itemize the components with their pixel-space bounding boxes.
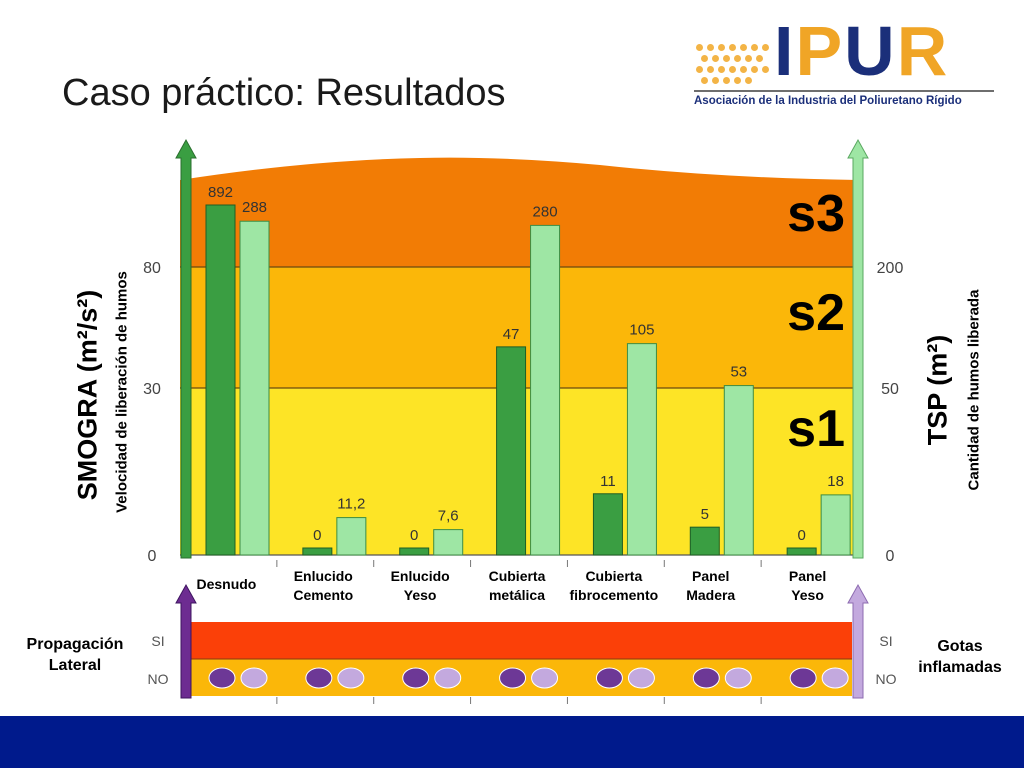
slide-title: Caso práctico: Resultados <box>62 72 506 114</box>
gotas-inflamadas-marker <box>531 667 559 689</box>
tsp-value-label: 280 <box>533 203 558 220</box>
footer-bar <box>0 716 1024 768</box>
tsp-bar <box>723 385 754 556</box>
logo-tagline: Asociación de la Industria del Poliureta… <box>694 95 962 107</box>
smogra-value-label: 892 <box>208 184 233 201</box>
propagacion-lateral-marker <box>692 667 720 689</box>
lateral-axis-arrow <box>175 583 197 699</box>
right-axis-arrow <box>847 138 869 559</box>
propagacion-lateral-marker <box>789 667 817 689</box>
gotas-inflamadas-label: Gotas inflamadas <box>918 638 1002 676</box>
band-label-s1: s1 <box>787 400 845 458</box>
left-axis-subtitle: Velocidad de liberación de humos <box>113 271 131 513</box>
right-axis-subtitle: Cantidad de humos liberada <box>965 289 983 491</box>
propagacion-lateral-marker <box>499 667 527 689</box>
tsp-value-label: 11,2 <box>337 496 365 513</box>
category-label: Enlucido Cemento <box>293 568 354 603</box>
category-label: Panel Madera <box>686 568 736 603</box>
gotas-inflamadas-marker <box>724 667 752 689</box>
right-row-label-si: SI <box>879 633 892 649</box>
logo-rule <box>694 90 994 92</box>
left-tick-0: 0 <box>148 548 157 565</box>
band-s3 <box>180 157 858 267</box>
smogra-bar <box>205 204 236 556</box>
ipur-logo: IPUR Asociación de la Industria del Poli… <box>690 16 1000 114</box>
propagacion-lateral-marker <box>595 667 623 689</box>
right-tick-0: 0 <box>886 548 895 565</box>
left-tick-30: 30 <box>143 381 161 398</box>
category-label: Enlucido Yeso <box>390 568 450 603</box>
smogra-value-label: 0 <box>410 527 418 544</box>
tsp-bar <box>336 517 367 556</box>
gotas-inflamadas-marker <box>434 667 462 689</box>
gotas-inflamadas-marker <box>240 667 268 689</box>
gotas-inflamadas-marker <box>821 667 849 689</box>
gotas-inflamadas-marker <box>627 667 655 689</box>
tsp-value-label: 105 <box>629 322 654 339</box>
category-label: Desnudo <box>196 576 257 592</box>
propagacion-lateral-label: Propagación Lateral <box>26 636 124 674</box>
left-axis-title: SMOGRA (m²/s²) <box>72 289 103 501</box>
row-si-band <box>190 622 852 659</box>
smogra-bar <box>399 547 430 556</box>
tsp-bar <box>820 494 851 556</box>
smogra-bar <box>496 346 527 556</box>
left-tick-80: 80 <box>143 260 161 277</box>
tsp-bar <box>433 529 464 556</box>
gotas-inflamadas-marker <box>337 667 365 689</box>
tsp-value-label: 288 <box>242 199 267 216</box>
right-row-label-no: NO <box>876 671 897 687</box>
right-axis-title: TSP (m²) <box>922 334 953 446</box>
logo-wordmark: IPUR <box>774 12 950 90</box>
tsp-value-label: 18 <box>827 473 844 490</box>
band-label-s3: s3 <box>787 185 845 243</box>
tsp-bar <box>626 343 657 556</box>
left-row-label-si: SI <box>151 633 164 649</box>
category-label: Panel Yeso <box>788 568 827 603</box>
smogra-value-label: 0 <box>797 527 805 544</box>
smogra-value-label: 47 <box>503 326 520 343</box>
gotas-axis-arrow <box>847 583 869 699</box>
category-label: Cubierta metálica <box>488 568 546 603</box>
smogra-bar <box>786 547 817 556</box>
tsp-bar <box>530 224 561 556</box>
left-row-label-no: NO <box>148 671 169 687</box>
category-label: Cubierta fibrocemento <box>569 568 659 603</box>
left-axis-arrow <box>175 138 197 559</box>
tsp-value-label: 53 <box>730 364 747 381</box>
propagacion-lateral-marker <box>402 667 430 689</box>
smogra-bar <box>592 493 623 556</box>
smogra-value-label: 5 <box>701 506 709 523</box>
chart-canvas: 0 30 80 0 50 200 892 288 0 11,2 0 7,6 47 280 11 105 5 53 0… <box>143 138 904 704</box>
right-tick-200: 200 <box>877 260 904 277</box>
tsp-value-label: 7,6 <box>438 508 459 525</box>
propagacion-lateral-marker <box>208 667 236 689</box>
smogra-value-label: 11 <box>600 473 616 490</box>
tsp-bar <box>239 220 270 556</box>
right-tick-50: 50 <box>881 381 899 398</box>
smogra-value-label: 0 <box>313 527 321 544</box>
smogra-bar <box>689 526 720 556</box>
band-label-s2: s2 <box>787 284 845 342</box>
smogra-bar <box>302 547 333 556</box>
propagacion-lateral-marker <box>305 667 333 689</box>
